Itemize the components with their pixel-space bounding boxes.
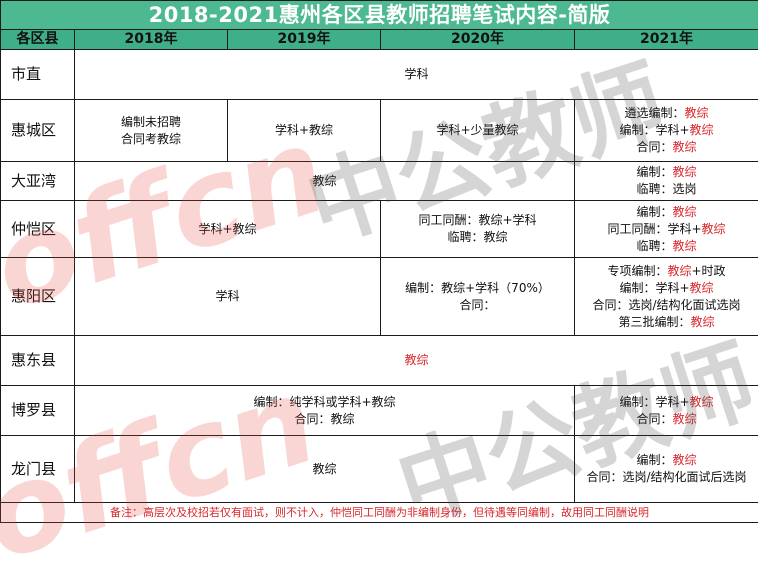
- red-highlight: 教综: [685, 106, 709, 120]
- line-label: 第三批编制：: [618, 315, 690, 329]
- line-label: 同工同酬：学科+: [607, 222, 701, 236]
- red-highlight: 教综: [690, 395, 714, 409]
- content-cell: 学科+少量教综: [381, 100, 575, 162]
- cell-line: 编制未招聘: [75, 114, 227, 131]
- cell-line: 合同：: [381, 297, 574, 314]
- red-highlight: 教综: [673, 412, 697, 426]
- table-row: 大亚湾 教综 编制：教综 临聘：选岗: [1, 162, 758, 201]
- district-name: 惠城区: [1, 100, 75, 162]
- content-cell: 编制：教综+学科（70%） 合同：: [381, 258, 575, 336]
- content-cell: 编制：教综 临聘：选岗: [575, 162, 758, 201]
- red-highlight: 教综: [673, 140, 697, 154]
- cell-line: 临聘：教综: [575, 238, 758, 255]
- cell-line: 专项编制：教综+时政: [575, 263, 758, 280]
- red-highlight: 教综: [690, 123, 714, 137]
- content-cell: 学科: [75, 50, 758, 100]
- table-row: 惠东县 教综: [1, 336, 758, 386]
- header-2020: 2020年: [381, 30, 575, 50]
- line-label: 编制：: [636, 165, 672, 179]
- content-cell: 编制：纯学科或学科+教综 合同：教综: [75, 386, 575, 436]
- red-highlight: 教综: [702, 222, 726, 236]
- line-label: 编制：学科+: [619, 123, 689, 137]
- red-highlight: 教综: [667, 264, 691, 278]
- district-name: 仲恺区: [1, 201, 75, 258]
- table-row: 博罗县 编制：纯学科或学科+教综 合同：教综 编制：学科+教综 合同：教综: [1, 386, 758, 436]
- content-cell: 学科+教综: [228, 100, 381, 162]
- table-row: 惠城区 编制未招聘 合同考教综 学科+教综 学科+少量教综 遴选编制：教综 编制…: [1, 100, 758, 162]
- line-label: 临聘：: [636, 239, 672, 253]
- recruitment-table-sheet: 2018-2021惠州各区县教师招聘笔试内容-简版 各区县 2018年 2019…: [0, 0, 758, 523]
- red-highlight: 教综: [673, 453, 697, 467]
- line-suffix: +时政: [691, 264, 725, 278]
- red-highlight: 教综: [673, 205, 697, 219]
- content-cell: 教综: [75, 162, 575, 201]
- header-2021: 2021年: [575, 30, 758, 50]
- line-label: 专项编制：: [607, 264, 667, 278]
- cell-line: 第三批编制：教综: [575, 314, 758, 331]
- line-label: 编制：: [636, 453, 672, 467]
- cell-line: 遴选编制：教综: [575, 105, 758, 122]
- cell-line: 合同：教综: [575, 139, 758, 156]
- content-cell: 学科+教综: [75, 201, 381, 258]
- content-cell: 编制：教综 同工同酬：学科+教综 临聘：教综: [575, 201, 758, 258]
- red-highlight: 教综: [691, 315, 715, 329]
- district-name: 惠阳区: [1, 258, 75, 336]
- content-cell: 编制：教综 合同：选岗/结构化面试后选岗: [575, 436, 758, 503]
- header-district: 各区县: [1, 30, 75, 50]
- content-cell: 教综: [75, 436, 575, 503]
- cell-line: 合同考教综: [75, 131, 227, 148]
- cell-line: 合同：教综: [575, 411, 758, 428]
- line-label: 合同：: [636, 140, 672, 154]
- line-label: 编制：: [636, 205, 672, 219]
- cell-line: 合同：教综: [75, 411, 574, 428]
- cell-line: 合同：选岗/结构化面试后选岗: [575, 469, 758, 486]
- red-highlight: 教综: [690, 281, 714, 295]
- table-title: 2018-2021惠州各区县教师招聘笔试内容-简版: [1, 1, 758, 30]
- district-name: 市直: [1, 50, 75, 100]
- line-label: 编制：学科+: [619, 395, 689, 409]
- district-name: 博罗县: [1, 386, 75, 436]
- cell-line: 编制：学科+教综: [575, 122, 758, 139]
- content-cell: 编制：学科+教综 合同：教综: [575, 386, 758, 436]
- line-label: 临聘：选岗: [637, 182, 697, 196]
- cell-line: 同工同酬：教综+学科: [381, 212, 574, 229]
- footnote: 备注：高层次及校招若仅有面试，则不计入，仲恺同工同酬为非编制身份，但待遇等同编制…: [1, 503, 758, 523]
- header-2019: 2019年: [228, 30, 381, 50]
- cell-line: 编制：学科+教综: [575, 280, 758, 297]
- red-highlight: 教综: [673, 165, 697, 179]
- table-row: 市直 学科: [1, 50, 758, 100]
- line-label: 编制：学科+: [619, 281, 689, 295]
- line-label: 合同：: [636, 412, 672, 426]
- red-highlight: 教综: [673, 239, 697, 253]
- content-cell: 专项编制：教综+时政 编制：学科+教综 合同：选岗/结构化面试选岗 第三批编制：…: [575, 258, 758, 336]
- cell-line: 临聘：教综: [381, 229, 574, 246]
- exam-content-table: 2018-2021惠州各区县教师招聘笔试内容-简版 各区县 2018年 2019…: [0, 0, 758, 523]
- cell-line: 编制：学科+教综: [575, 394, 758, 411]
- district-name: 龙门县: [1, 436, 75, 503]
- line-label: 合同：选岗/结构化面试后选岗: [586, 470, 746, 484]
- cell-line: 编制：教综+学科（70%）: [381, 280, 574, 297]
- cell-line: 编制：纯学科或学科+教综: [75, 394, 574, 411]
- content-cell: 编制未招聘 合同考教综: [75, 100, 228, 162]
- content-cell: 教综: [75, 336, 758, 386]
- header-2018: 2018年: [75, 30, 228, 50]
- cell-line: 同工同酬：学科+教综: [575, 221, 758, 238]
- line-label: 遴选编制：: [624, 106, 684, 120]
- cell-line: 编制：教综: [575, 452, 758, 469]
- table-row: 仲恺区 学科+教综 同工同酬：教综+学科 临聘：教综 编制：教综 同工同酬：学科…: [1, 201, 758, 258]
- content-cell: 同工同酬：教综+学科 临聘：教综: [381, 201, 575, 258]
- line-label: 合同：选岗/结构化面试选岗: [592, 298, 740, 312]
- table-row: 龙门县 教综 编制：教综 合同：选岗/结构化面试后选岗: [1, 436, 758, 503]
- cell-line: 合同：选岗/结构化面试选岗: [575, 297, 758, 314]
- table-row: 惠阳区 学科 编制：教综+学科（70%） 合同： 专项编制：教综+时政 编制：学…: [1, 258, 758, 336]
- district-name: 大亚湾: [1, 162, 75, 201]
- district-name: 惠东县: [1, 336, 75, 386]
- cell-line: 编制：教综: [575, 164, 758, 181]
- content-cell: 遴选编制：教综 编制：学科+教综 合同：教综: [575, 100, 758, 162]
- cell-line: 临聘：选岗: [575, 181, 758, 198]
- cell-line: 编制：教综: [575, 204, 758, 221]
- content-cell: 学科: [75, 258, 381, 336]
